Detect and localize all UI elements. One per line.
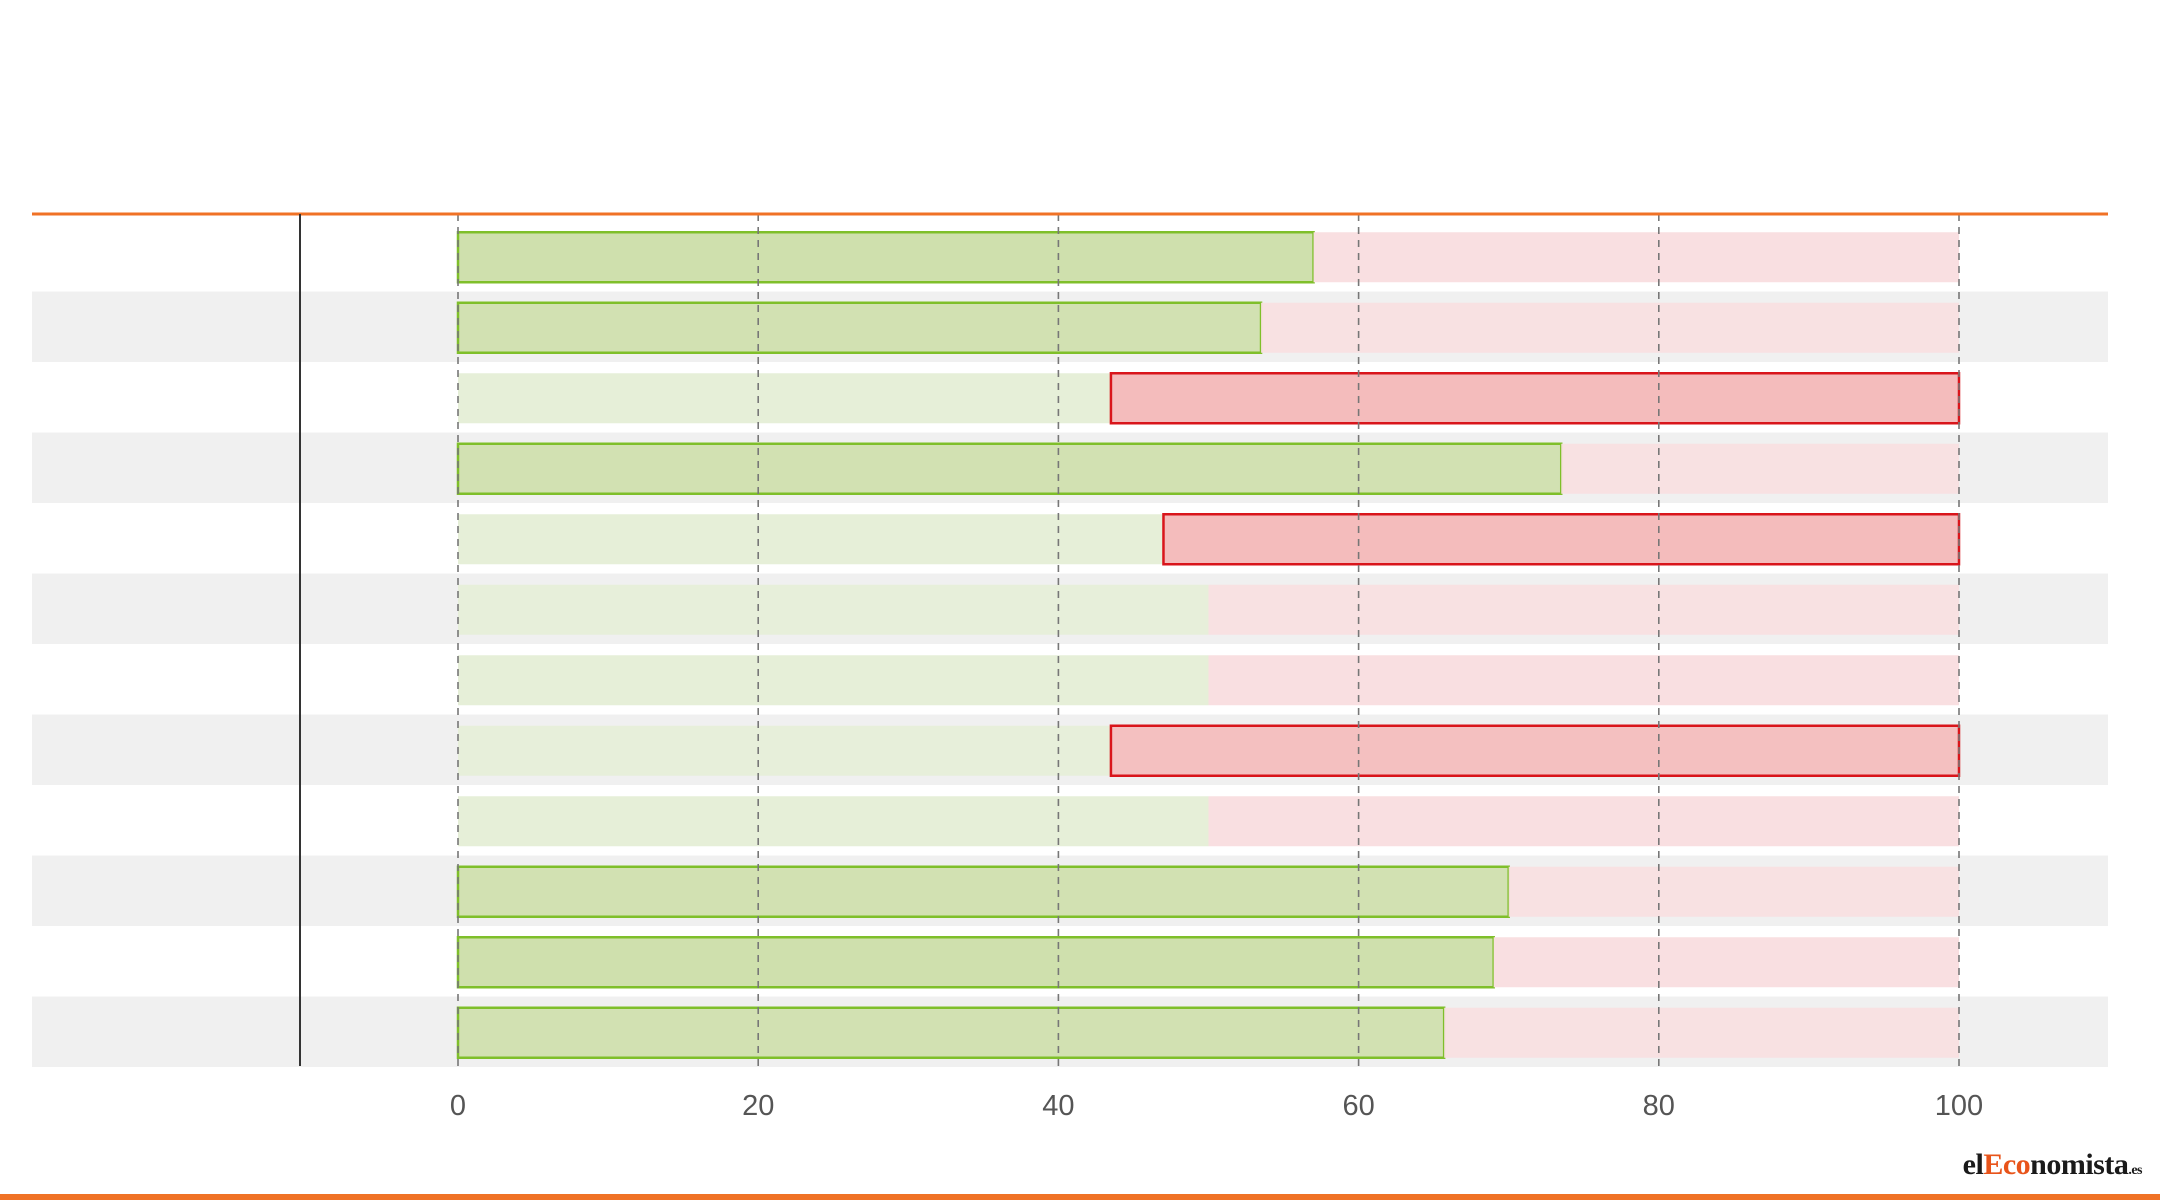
logo-part-nomista: nomista [2030,1148,2129,1181]
bar-negative [1261,302,1959,353]
bar-negative [1508,866,1959,917]
bar-negative [1208,584,1959,635]
bar-negative [1109,724,1961,777]
bar-positive [458,584,1209,635]
logo-part-eco: Eco [1983,1148,2031,1181]
bar-negative [1444,1007,1959,1058]
x-tick-label: 60 [1342,1090,1374,1122]
x-tick-label: 0 [450,1090,466,1122]
bar-positive [456,301,1263,354]
bar-positive [458,796,1209,847]
x-tick-label: 20 [742,1090,774,1122]
bar-positive [456,936,1495,989]
x-tick-label: 80 [1643,1090,1675,1122]
brand-logo: elEconomista.es [1962,1148,2143,1182]
bar-negative [1561,443,1959,494]
bar-positive [456,1006,1446,1059]
bars [456,231,1961,1059]
bar-negative [1208,655,1959,706]
axes [0,212,2160,1200]
x-tick-label: 40 [1042,1090,1074,1122]
bar-positive [458,514,1164,565]
bar-positive [456,442,1563,495]
bar-negative [1493,937,1959,988]
x-tick-labels: 0 20 40 60 80 100 [450,1090,1983,1122]
bar-positive [456,865,1510,918]
x-tick-label: 100 [1935,1090,1983,1122]
logo-part-es: .es [2128,1163,2142,1178]
bar-positive [456,231,1315,284]
bar-positive [458,725,1111,776]
bar-negative [1109,372,1961,425]
bar-positive [458,655,1209,706]
logo-part-el: el [1962,1148,1984,1181]
bar-negative [1313,232,1959,283]
bar-negative [1208,796,1959,847]
bar-negative [1162,513,1961,566]
bar-positive [458,373,1111,424]
